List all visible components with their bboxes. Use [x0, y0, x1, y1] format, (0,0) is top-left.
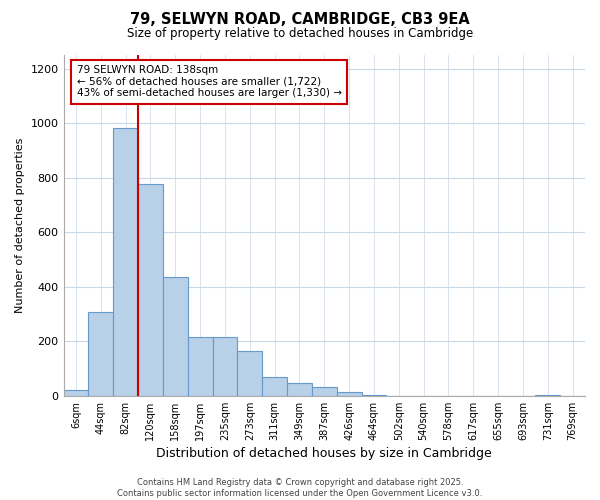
Bar: [88, 312, 113, 396]
Bar: [535, 395, 560, 396]
Bar: [64, 390, 88, 396]
Bar: [138, 184, 163, 396]
Bar: [287, 382, 312, 396]
Bar: [212, 337, 238, 396]
Text: 79, SELWYN ROAD, CAMBRIDGE, CB3 9EA: 79, SELWYN ROAD, CAMBRIDGE, CB3 9EA: [130, 12, 470, 28]
Bar: [337, 392, 362, 396]
Text: 79 SELWYN ROAD: 138sqm
← 56% of detached houses are smaller (1,722)
43% of semi-: 79 SELWYN ROAD: 138sqm ← 56% of detached…: [77, 65, 341, 98]
X-axis label: Distribution of detached houses by size in Cambridge: Distribution of detached houses by size …: [157, 447, 492, 460]
Text: Size of property relative to detached houses in Cambridge: Size of property relative to detached ho…: [127, 28, 473, 40]
Bar: [188, 337, 212, 396]
Bar: [262, 376, 287, 396]
Bar: [163, 277, 188, 396]
Text: Contains HM Land Registry data © Crown copyright and database right 2025.
Contai: Contains HM Land Registry data © Crown c…: [118, 478, 482, 498]
Bar: [113, 128, 138, 396]
Bar: [312, 387, 337, 396]
Y-axis label: Number of detached properties: Number of detached properties: [15, 138, 25, 313]
Bar: [238, 352, 262, 396]
